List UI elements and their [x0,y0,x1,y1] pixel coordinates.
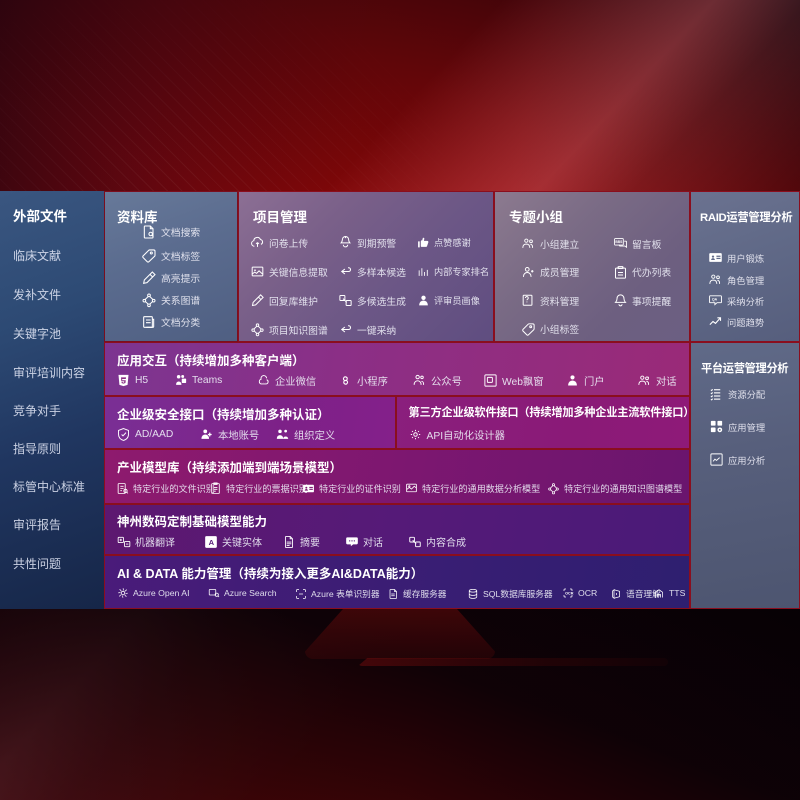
svg-text:A: A [209,537,215,546]
svg-text:OCR: OCR [565,592,574,596]
svg-text:QA: QA [712,297,718,301]
svg-text:BBS: BBS [615,240,623,244]
